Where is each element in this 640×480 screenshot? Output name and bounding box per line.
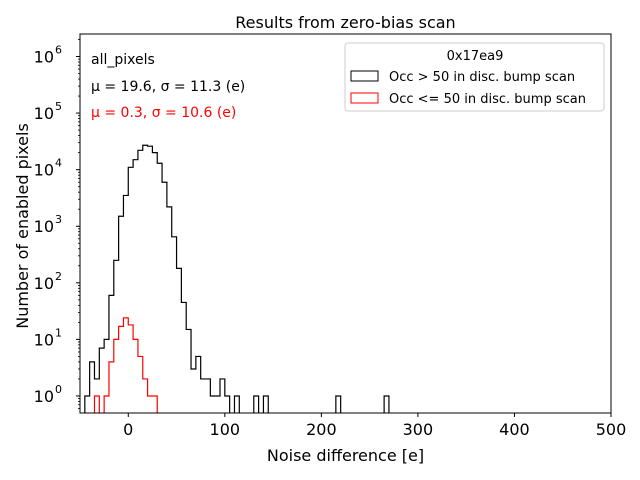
y-tick-label: 10 [34,330,54,349]
y-tick-exponent: 1 [55,326,62,339]
x-tick-label: 100 [210,420,241,439]
y-tick-label: 10 [34,274,54,293]
x-tick-label: 500 [596,420,627,439]
y-axis-label: Number of enabled pixels [13,123,32,329]
legend-entry-black: Occ > 50 in disc. bump scan [389,70,575,85]
series-occ-le-50-histogram [93,317,158,413]
y-tick-exponent: 5 [55,100,62,113]
y-tick-label: 10 [34,387,54,406]
legend-title: 0x17ea9 [447,49,504,64]
chart-title: Results from zero-bias scan [235,13,455,32]
legend: 0x17ea9 Occ > 50 in disc. bump scan Occ … [344,42,605,112]
x-axis: 0 100 200 300 400 500 [123,413,626,439]
annotation-red-stats: μ = 0.3, σ = 10.6 (e) [91,105,236,121]
legend-swatch-red [350,92,379,104]
x-axis-label: Noise difference [e] [267,446,424,465]
y-tick-exponent: 3 [55,213,62,226]
legend-entry-red: Occ <= 50 in disc. bump scan [389,92,586,107]
series-occ-gt-50-histogram [84,144,390,413]
y-tick-label: 10 [34,104,54,123]
y-tick-label: 10 [34,217,54,236]
annotation-black-stats: μ = 19.6, σ = 11.3 (e) [91,79,245,95]
legend-swatch-black [350,70,379,82]
x-tick-label: 200 [306,420,337,439]
y-tick-exponent: 6 [55,44,62,57]
y-tick-exponent: 4 [55,157,62,170]
annotation-pixel-group: all_pixels [91,52,155,68]
x-tick-label: 400 [499,420,530,439]
y-tick-label: 10 [34,161,54,180]
y-tick-exponent: 2 [55,270,62,283]
legend-box [344,42,605,112]
plot-frame [79,33,612,414]
x-tick-label: 300 [403,420,434,439]
y-tick-label: 10 [34,48,54,67]
series-layer [84,144,390,413]
x-tick-label: 0 [123,420,133,439]
y-tick-exponent: 0 [55,383,62,396]
